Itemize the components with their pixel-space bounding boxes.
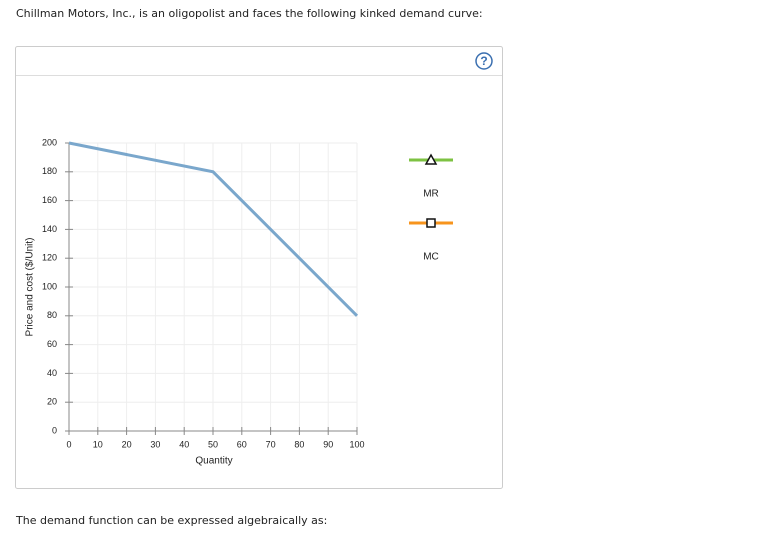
legend-marker (426, 218, 436, 228)
legend-marker (424, 153, 438, 165)
y-tick-label: 120 (42, 253, 57, 263)
y-tick-label: 40 (47, 368, 57, 378)
x-tick-label: 70 (266, 439, 276, 449)
y-tick-label: 80 (47, 310, 57, 320)
x-tick-label: 60 (237, 439, 247, 449)
y-tick-label: 0 (52, 425, 57, 435)
y-tick-label: 60 (47, 339, 57, 349)
x-tick-label: 10 (93, 439, 103, 449)
help-button[interactable] (475, 52, 493, 70)
x-tick-label: 30 (150, 439, 160, 449)
x-tick-label: 20 (122, 439, 132, 449)
footer-text: The demand function can be expressed alg… (16, 514, 328, 527)
panel (15, 46, 503, 489)
intro-text: Chillman Motors, Inc., is an oligopolist… (16, 7, 483, 20)
x-tick-label: 90 (323, 439, 333, 449)
x-tick-label: 0 (66, 439, 71, 449)
x-tick-label: 80 (294, 439, 304, 449)
y-tick-label: 200 (42, 137, 57, 147)
x-tick-label: 50 (208, 439, 218, 449)
x-tick-label: 100 (349, 439, 364, 449)
demand-line (68, 141, 359, 317)
y-axis-label: Price and cost ($/Unit) (25, 238, 36, 337)
y-tick-label: 140 (42, 224, 57, 234)
x-axis-label: Quantity (195, 456, 232, 467)
legend-label: MR (423, 189, 439, 200)
y-tick-label: 180 (42, 166, 57, 176)
chart: ? Quantity Price and cost ($/Unit) 0 20 40… (15, 46, 503, 489)
legend-label: MC (423, 252, 439, 263)
x-tick-label: 40 (179, 439, 189, 449)
y-tick-label: 160 (42, 195, 57, 205)
help-icon[interactable]: ? (480, 54, 487, 68)
y-tick-label: 20 (47, 397, 57, 407)
y-tick-label: 100 (42, 281, 57, 291)
